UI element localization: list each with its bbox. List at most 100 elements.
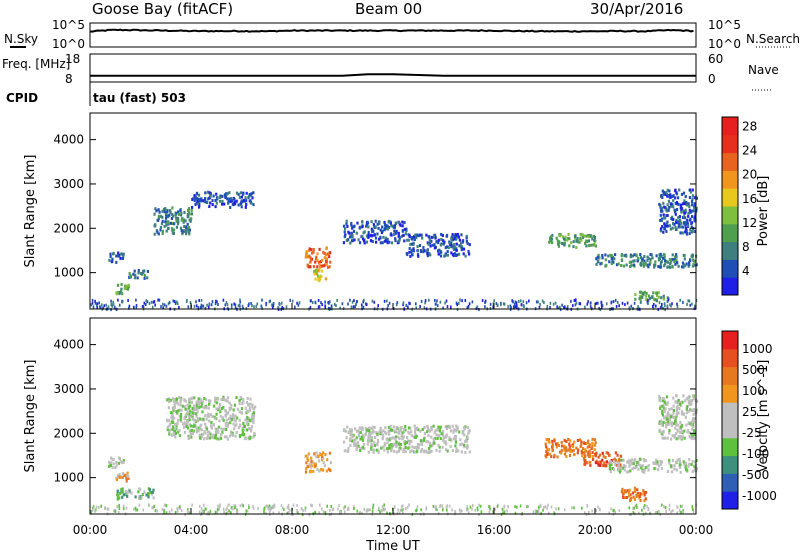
heatmap-cell [668,407,671,411]
colorbar-tick-label: 25 [742,405,757,419]
heatmap-cell [464,254,467,258]
heatmap-cell [676,401,680,405]
heatmap-cell [404,232,408,236]
heatmap-cell [137,271,140,275]
heatmap-cell [468,450,471,454]
heatmap-cell [647,468,650,472]
heatmap-cell [310,459,313,463]
heatmap-cell [342,306,345,310]
heatmap-cell [200,398,203,402]
heatmap-cell [644,294,648,298]
heatmap-cell [413,446,416,450]
heatmap-cell [147,492,150,496]
heatmap-cell [229,421,232,425]
heatmap-cell [376,443,379,447]
heatmap-cell [322,461,325,465]
heatmap-cell [418,244,422,247]
heatmap-cell [109,464,113,467]
heatmap-cell [660,209,663,213]
heatmap-cell [660,219,663,223]
heatmap-cell [663,505,665,508]
heatmap-cell [309,265,312,269]
heatmap-cell [318,279,321,283]
heatmap-cell [165,511,168,515]
heatmap-cell [626,489,629,493]
heatmap-cell [631,254,634,258]
xtick-label: 08:00 [275,523,310,537]
heatmap-cell [684,220,687,224]
heatmap-cell [172,432,175,436]
heatmap-cell [442,306,444,310]
heatmap-cell [662,306,664,310]
heatmap-cell [204,422,207,426]
heatmap-cell [381,437,384,441]
heatmap-cell [433,246,436,250]
heatmap-cell [442,433,445,437]
heatmap-cell [543,301,545,304]
heatmap-cell [624,490,627,494]
heatmap-cell [154,303,156,307]
heatmap-cell [592,458,595,461]
heatmap-cell [389,424,392,428]
heatmap-cell [158,214,161,218]
heatmap-cell [546,506,548,510]
heatmap-cell [545,445,548,449]
heatmap-cell [186,215,189,219]
heatmap-cell [689,228,692,232]
heatmap-cell [467,304,470,308]
heatmap-cell [314,462,317,466]
heatmap-cell [430,235,433,239]
heatmap-cell [346,425,349,429]
heatmap-cell [177,220,180,224]
heatmap-cell [670,217,673,220]
heatmap-cell [668,431,671,435]
heatmap-cell [479,504,482,508]
heatmap-cell [416,442,420,446]
heatmap-cell [550,237,554,241]
heatmap-cell [186,411,189,415]
heatmap-cell [177,409,180,413]
heatmap-cell [423,249,426,253]
heatmap-cell [172,408,175,412]
heatmap-cell [625,263,628,267]
heatmap-cell [547,440,551,444]
heatmap-cell [401,229,404,233]
heatmap-cell [355,429,358,433]
heatmap-cell [355,231,358,235]
heatmap-cell [205,427,209,431]
heatmap-cell [386,240,389,244]
heatmap-cell [633,506,636,510]
heatmap-cell [361,445,364,449]
heatmap-cell [265,303,267,307]
heatmap-cell [216,196,219,200]
heatmap-cell [238,434,241,437]
heatmap-cell [126,471,129,475]
heatmap-cell [512,300,514,304]
heatmap-cell [372,503,375,507]
heatmap-cell [353,299,355,303]
heatmap-cell [203,200,206,204]
heatmap-cell [691,423,695,427]
heatmap-cell [656,294,659,297]
heatmap-cell [255,304,257,308]
heatmap-cell [375,448,378,452]
heatmap-cell [239,191,242,195]
heatmap-cell [377,440,380,444]
heatmap-cell [108,258,111,262]
heatmap-cell [663,302,666,306]
heatmap-cell [465,438,468,442]
heatmap-cell [111,259,114,263]
heatmap-cell [236,508,238,512]
heatmap-cell [676,511,679,515]
heatmap-cell [178,414,181,418]
heatmap-cell [134,273,137,277]
heatmap-cell [142,305,145,308]
heatmap-cell [163,210,166,214]
heatmap-cell [367,233,370,237]
heatmap-cell [316,274,320,278]
heatmap-cell [218,506,220,510]
heatmap-cell [168,424,171,428]
heatmap-cell [668,205,671,209]
heatmap-cell [349,443,352,447]
